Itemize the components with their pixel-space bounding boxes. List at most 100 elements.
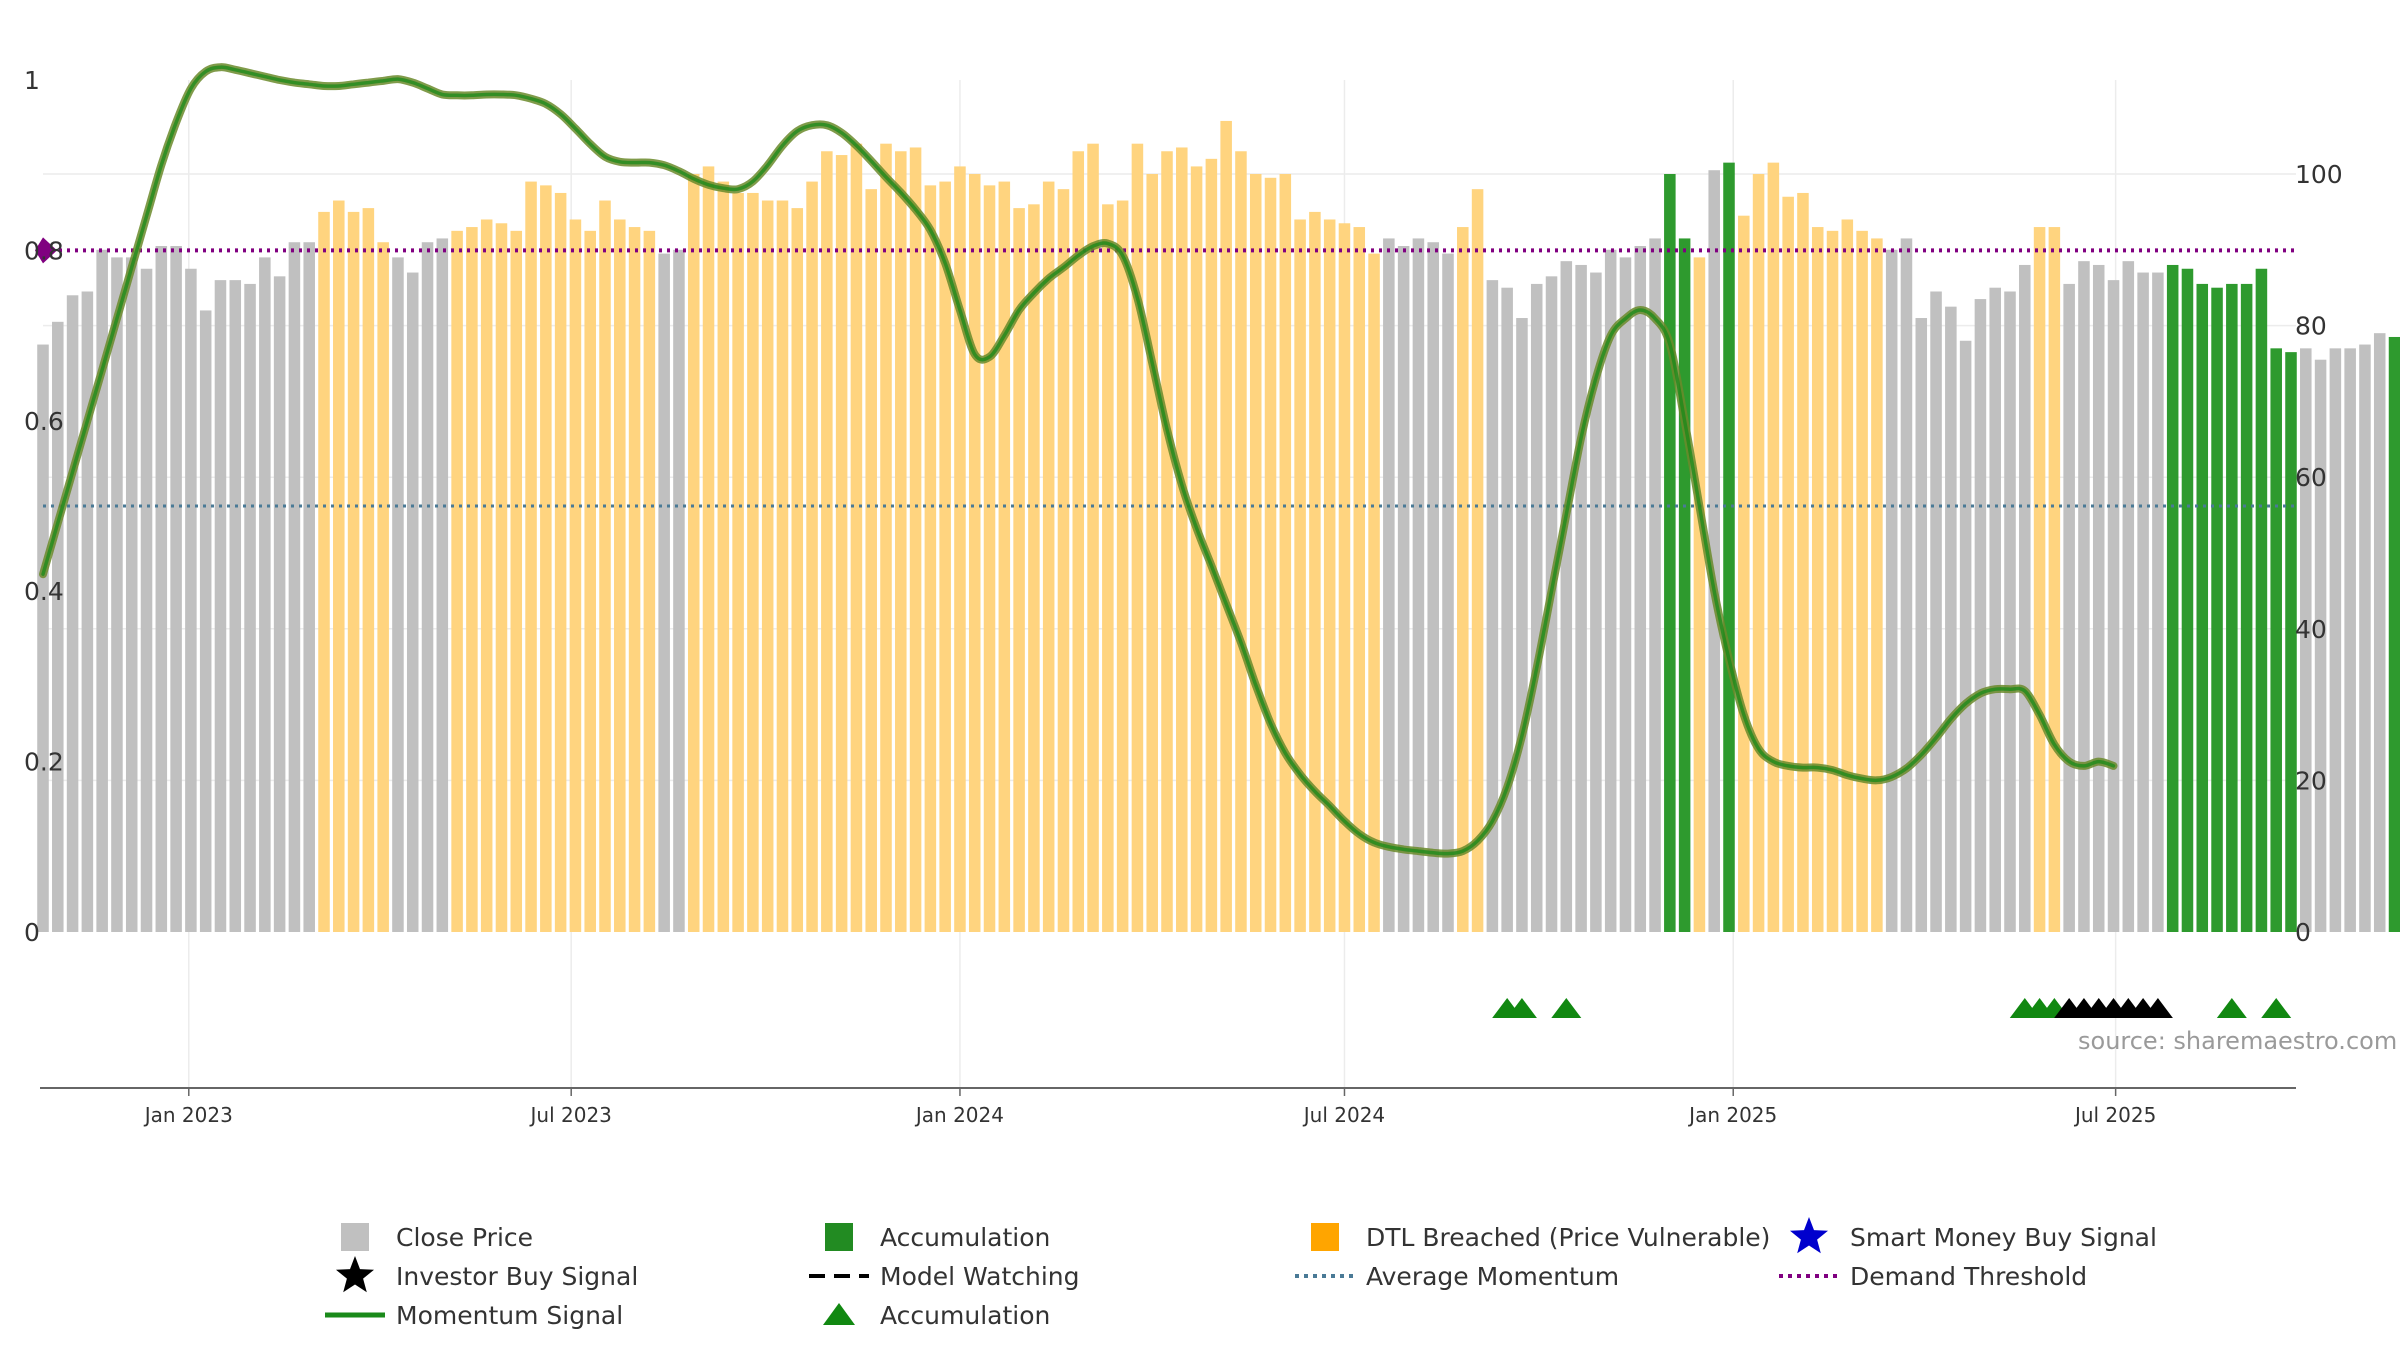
dtl-breached-bar xyxy=(2048,227,2061,932)
close-price-bar xyxy=(199,310,212,932)
dtl-breached-bar xyxy=(1264,177,1277,933)
close-price-bar xyxy=(2152,272,2164,932)
close-price-bar xyxy=(2314,359,2327,933)
dtl-breached-bar xyxy=(968,174,981,932)
dtl-breached-bar xyxy=(1871,238,1883,932)
close-price-bar xyxy=(392,257,404,932)
legend-swatch-accumulation xyxy=(825,1223,853,1251)
close-price-bar xyxy=(1427,242,1439,933)
dtl-breached-bar xyxy=(1220,120,1232,932)
accumulation-triangle xyxy=(1551,998,1582,1018)
dtl-breached-bar xyxy=(1294,219,1306,933)
left-axis-tick-label: 0 xyxy=(24,918,40,947)
legend: Close Price Accumulation DTL Breached (Pri… xyxy=(325,1217,2157,1330)
investor-buy-triangle xyxy=(2142,998,2173,1018)
date-tick-label: Jul 2023 xyxy=(529,1103,612,1127)
legend-label-smart-money-buy-signal: Smart Money Buy Signal xyxy=(1850,1223,2157,1252)
accumulation-triangle xyxy=(2216,998,2247,1018)
dtl-breached-bar xyxy=(1028,204,1040,932)
dtl-breached-bar xyxy=(954,166,966,933)
close-price-bar xyxy=(2137,272,2149,932)
close-price-bar xyxy=(2078,261,2090,932)
accumulation-bar xyxy=(2240,283,2253,932)
dtl-breached-bar xyxy=(1856,230,1868,933)
source-label: source: sharemaestro.com xyxy=(2078,1027,2397,1055)
right-axis-tick-label: 40 xyxy=(2295,615,2327,644)
dtl-breached-bar xyxy=(1752,174,1765,932)
dtl-breached-bar xyxy=(480,219,493,933)
dtl-breached-bar xyxy=(540,185,552,932)
close-price-bar xyxy=(1619,257,1632,932)
left-axis-tick-label: 0.8 xyxy=(24,236,64,265)
date-tick-label: Jul 2025 xyxy=(2073,1103,2156,1127)
close-price-bar xyxy=(1649,238,1661,932)
dtl-breached-bar xyxy=(362,208,375,933)
dtl-breached-bar xyxy=(1057,189,1070,932)
dtl-breached-bar xyxy=(1782,196,1794,933)
dtl-breached-bar xyxy=(510,230,523,933)
dtl-breached-bar xyxy=(880,143,892,932)
dtl-breached-bar xyxy=(1471,189,1484,932)
close-price-bar xyxy=(2373,333,2386,932)
dtl-breached-bar xyxy=(983,185,996,932)
dtl-breached-bar xyxy=(1235,151,1247,932)
dtl-breached-bar xyxy=(1072,151,1085,932)
dtl-breached-bar xyxy=(1323,219,1336,933)
right-axis-tick-label: 20 xyxy=(2295,766,2327,795)
dtl-breached-bar xyxy=(1797,192,1809,932)
right-axis-tick-label: 60 xyxy=(2295,463,2327,492)
close-price-bar xyxy=(1945,306,1957,932)
accumulation-bar xyxy=(2285,352,2297,932)
legend-label-model-watching: Model Watching xyxy=(880,1262,1080,1291)
dtl-breached-bar xyxy=(1457,227,1469,932)
legend-star-smart-money-buy-signal xyxy=(1790,1217,1828,1254)
close-price-bar xyxy=(1383,238,1395,932)
dtl-breached-bar xyxy=(687,174,700,932)
momentum-signal-line xyxy=(39,63,2118,858)
close-price-bar xyxy=(2092,264,2105,933)
accumulation-bar xyxy=(2181,268,2194,932)
legend-label-demand-threshold: Demand Threshold xyxy=(1850,1262,2087,1291)
right-axis-tick-label: 100 xyxy=(2295,160,2343,189)
close-price-bar xyxy=(2329,348,2342,933)
close-price-bar xyxy=(1885,249,1898,933)
close-price-bar xyxy=(1974,299,1987,932)
legend-swatch-close-price xyxy=(341,1223,369,1251)
close-price-bar xyxy=(1930,291,1942,932)
legend-label-close-price: Close Price xyxy=(396,1223,533,1252)
close-price-bar xyxy=(1397,246,1410,932)
legend-label-investor-buy-signal: Investor Buy Signal xyxy=(396,1262,638,1291)
dtl-breached-bar xyxy=(1767,162,1780,932)
dtl-breached-bar xyxy=(1042,181,1055,932)
dtl-breached-bar xyxy=(865,189,877,932)
demand-threshold-marker xyxy=(35,237,57,264)
dtl-breached-bar xyxy=(850,143,863,932)
accumulation-bar xyxy=(2270,348,2282,933)
close-price-bar xyxy=(1989,287,2001,932)
close-price-bars xyxy=(37,120,2400,933)
dtl-breached-bar xyxy=(643,230,656,933)
close-price-bar xyxy=(2004,291,2016,932)
close-price-bar xyxy=(1486,280,1499,932)
dtl-breached-bar xyxy=(451,230,463,933)
close-price-bar xyxy=(1604,249,1617,933)
dtl-breached-bar xyxy=(1826,230,1839,933)
dtl-breached-bar xyxy=(1338,223,1351,932)
dtl-breached-bar xyxy=(628,227,641,932)
close-price-bar xyxy=(1530,283,1543,932)
dtl-breached-bar xyxy=(377,242,389,933)
dtl-breached-bar xyxy=(584,230,596,933)
close-price-bar xyxy=(140,268,153,932)
close-price-bar xyxy=(170,246,182,932)
dtl-breached-bar xyxy=(466,227,478,932)
left-axis-tick-label: 0.4 xyxy=(24,577,64,606)
dtl-breached-bar xyxy=(1693,257,1706,932)
dtl-breached-bar xyxy=(1205,158,1218,933)
dtl-breached-bar xyxy=(791,208,804,933)
close-price-bar xyxy=(658,253,670,933)
close-price-bar xyxy=(66,295,79,932)
close-price-bar xyxy=(1634,246,1647,932)
close-price-bar xyxy=(2019,264,2031,933)
dtl-breached-bar xyxy=(1353,227,1366,932)
close-price-bar xyxy=(421,242,434,933)
